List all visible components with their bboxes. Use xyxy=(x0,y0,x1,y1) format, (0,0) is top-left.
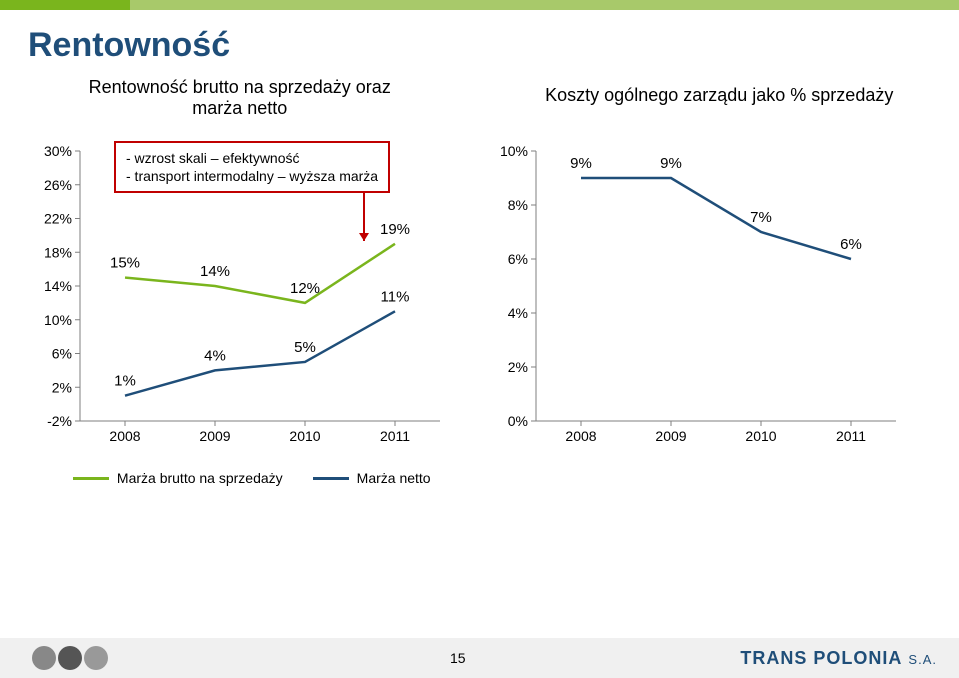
page-number: 15 xyxy=(450,650,466,666)
charts-row: - wzrost skali – efektywność - transport… xyxy=(0,141,959,486)
svg-text:2008: 2008 xyxy=(109,428,140,444)
subtitle-left: Rentowność brutto na sprzedaży oraz marż… xyxy=(0,77,480,119)
legend-item: Marża netto xyxy=(313,470,431,486)
legend-swatch xyxy=(313,477,349,480)
svg-text:2%: 2% xyxy=(507,359,527,375)
svg-text:2010: 2010 xyxy=(289,428,320,444)
chart-left-legend: Marża brutto na sprzedaży Marża netto xyxy=(24,470,480,486)
footer-brand: TRANS POLONIA S.A. xyxy=(740,648,937,669)
chart-right-wrap: 0% 2% 4% 6% 8% 10% 2008 2009 2010 2011 9% 9% 7% 6% xyxy=(480,141,936,486)
subtitle-left-line1: Rentowność brutto na sprzedaży oraz xyxy=(0,77,480,98)
svg-text:9%: 9% xyxy=(660,155,682,172)
legend-label: Marża netto xyxy=(357,470,431,486)
annotation-line2: - transport intermodalny – wyższa marża xyxy=(126,167,378,185)
top-accent-seg2 xyxy=(130,0,959,10)
svg-text:4%: 4% xyxy=(204,347,226,364)
svg-text:2011: 2011 xyxy=(380,428,410,444)
svg-text:6%: 6% xyxy=(52,346,72,362)
legend-swatch xyxy=(73,477,109,480)
svg-text:15%: 15% xyxy=(110,255,140,272)
svg-text:18%: 18% xyxy=(44,244,72,260)
svg-text:30%: 30% xyxy=(44,143,72,159)
subtitle-left-line2: marża netto xyxy=(0,98,480,119)
svg-text:6%: 6% xyxy=(507,251,527,267)
svg-text:10%: 10% xyxy=(44,312,72,328)
svg-text:2008: 2008 xyxy=(565,428,596,444)
svg-text:4%: 4% xyxy=(507,305,527,321)
footer-brand-suffix: S.A. xyxy=(908,652,937,667)
badge-icon xyxy=(84,646,108,670)
svg-text:19%: 19% xyxy=(380,221,410,238)
subtitles-row: Rentowność brutto na sprzedaży oraz marż… xyxy=(0,77,959,119)
annotation-box: - wzrost skali – efektywność - transport… xyxy=(114,141,390,193)
svg-text:7%: 7% xyxy=(750,209,772,226)
top-accent-bar xyxy=(0,0,959,10)
svg-text:6%: 6% xyxy=(840,236,862,253)
svg-text:26%: 26% xyxy=(44,177,72,193)
svg-text:14%: 14% xyxy=(44,278,72,294)
legend-label: Marża brutto na sprzedaży xyxy=(117,470,283,486)
svg-text:2009: 2009 xyxy=(655,428,686,444)
svg-text:5%: 5% xyxy=(294,339,316,356)
svg-text:9%: 9% xyxy=(570,155,592,172)
chart-left-wrap: - wzrost skali – efektywność - transport… xyxy=(24,141,480,486)
subtitle-right: Koszty ogólnego zarządu jako % sprzedaży xyxy=(480,77,959,119)
svg-text:2%: 2% xyxy=(52,379,72,395)
svg-text:2009: 2009 xyxy=(199,428,230,444)
svg-text:2010: 2010 xyxy=(745,428,776,444)
svg-text:1%: 1% xyxy=(114,373,136,390)
annotation-line1: - wzrost skali – efektywność xyxy=(126,149,378,167)
svg-text:14%: 14% xyxy=(200,263,230,280)
svg-text:8%: 8% xyxy=(507,197,527,213)
svg-text:10%: 10% xyxy=(499,143,527,159)
footer-brand-main: TRANS POLONIA xyxy=(740,648,902,668)
chart-right: 0% 2% 4% 6% 8% 10% 2008 2009 2010 2011 9% 9% 7% 6% xyxy=(480,141,910,461)
svg-text:11%: 11% xyxy=(381,288,410,305)
legend-item: Marża brutto na sprzedaży xyxy=(73,470,283,486)
footer: 15 TRANS POLONIA S.A. xyxy=(0,638,959,678)
svg-text:-2%: -2% xyxy=(47,413,72,429)
footer-badges xyxy=(0,638,140,678)
badge-icon xyxy=(58,646,82,670)
page-title: Rentowność xyxy=(28,26,959,65)
svg-text:22%: 22% xyxy=(44,211,72,227)
svg-text:0%: 0% xyxy=(507,413,527,429)
top-accent-seg1 xyxy=(0,0,130,10)
svg-text:12%: 12% xyxy=(290,280,320,297)
svg-text:2011: 2011 xyxy=(835,428,865,444)
badge-icon xyxy=(32,646,56,670)
